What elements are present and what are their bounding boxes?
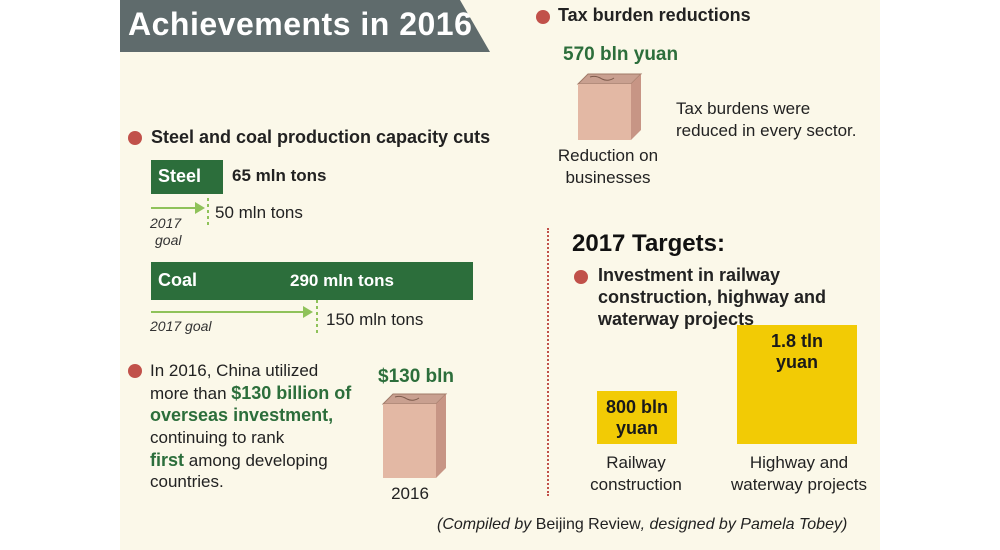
fdi-line2: more than $130 billion of: [150, 382, 351, 405]
fdi-year: 2016: [391, 484, 429, 503]
fdi-amount: $130 bln: [378, 366, 455, 387]
coal-bar: Coal: [151, 262, 473, 300]
steel-bar: Steel: [151, 160, 223, 194]
page-title: Achievements in 2016: [128, 6, 473, 42]
steel-value-label: 65 mln tons: [232, 166, 327, 185]
coal-goal-text: 2017 goal: [150, 318, 212, 334]
bar-railway: [597, 391, 677, 444]
tax-note-line2: reduced in every sector.: [676, 121, 857, 140]
bar-railway-value-line2: yuan: [615, 418, 658, 438]
tax-caption-line2: businesses: [565, 168, 651, 187]
steel-goal-label: 50 mln tons: [215, 203, 303, 222]
tax-caption-line1: Reduction on: [557, 146, 659, 165]
fdi-line2-highlight: $130 billion of: [231, 383, 352, 403]
bar-highway-value-label: 1.8 tln yuan: [737, 331, 857, 373]
bullet-dot: [536, 10, 550, 24]
bullet-dot: [128, 364, 142, 378]
steel-goal-arrow: [151, 198, 209, 226]
credit-source: Beijing Review: [535, 516, 641, 533]
bar-railway-value-label: 800 bln yuan: [597, 397, 677, 439]
bar-railway-value-line1: 800 bln: [605, 397, 669, 417]
coal-value-label: 290 mln tons: [290, 271, 394, 290]
title-banner-shape: [120, 0, 490, 52]
capacity-heading: Steel and coal production capacity cuts: [151, 127, 491, 147]
infographic: Achievements in 2016 Tax burden reductio…: [120, 0, 880, 550]
bullet-dot: [574, 270, 588, 284]
credit-post: , designed by Pamela Tobey): [640, 516, 848, 533]
bar-highway-category-line1: Highway and: [749, 453, 849, 472]
fdi-line5-post: among developing: [184, 451, 328, 470]
bar-highway-value-line2: yuan: [775, 352, 818, 372]
coal-goal-arrow: [151, 300, 318, 334]
fdi-box-icon: [381, 393, 448, 478]
steel-label: Steel: [158, 166, 202, 186]
fdi-line2-pre: more than: [150, 384, 232, 403]
bar-railway-category-line1: Railway: [606, 453, 666, 472]
steel-goal-text-line1: 2017: [150, 215, 182, 231]
targets-heading: 2017 Targets:: [572, 230, 725, 257]
tax-note-line1: Tax burdens were: [676, 99, 811, 118]
targets-sub-line1: Investment in railway: [598, 265, 781, 285]
steel-goal-text-line2: goal: [155, 232, 182, 248]
fdi-line3-highlight: overseas investment,: [150, 405, 334, 425]
targets-sub-line3: waterway projects: [598, 309, 755, 329]
coal-label: Coal: [158, 270, 198, 290]
fdi-line4: continuing to rank: [150, 428, 285, 447]
fdi-line5: first among developing: [150, 449, 328, 472]
bar-highway-value-line1: 1.8 tln: [770, 331, 823, 351]
title-banner: [120, 0, 490, 52]
credit-line: (Compiled by Beijing Review, designed by…: [437, 516, 847, 534]
bar-highway-waterway: [737, 325, 857, 444]
fdi-line5-highlight: first: [150, 450, 185, 470]
bar-highway-category-label: Highway and waterway projects: [724, 452, 874, 496]
credit-pre: (Compiled by: [437, 516, 536, 533]
section-divider: [547, 228, 549, 496]
bar-highway-category-line2: waterway projects: [730, 475, 868, 494]
targets-sub-line2: construction, highway and: [598, 287, 827, 307]
bullet-dot: [128, 131, 142, 145]
bar-railway-category-line2: construction: [590, 475, 682, 494]
tax-amount: 570 bln yuan: [563, 44, 679, 65]
fdi-line6: countries.: [150, 472, 224, 491]
tax-heading: Tax burden reductions: [558, 5, 751, 25]
coal-goal-label: 150 mln tons: [326, 310, 424, 329]
fdi-line1: In 2016, China utilized: [150, 361, 319, 380]
bar-railway-category-label: Railway construction: [576, 452, 696, 496]
tax-box-icon: [576, 73, 643, 140]
